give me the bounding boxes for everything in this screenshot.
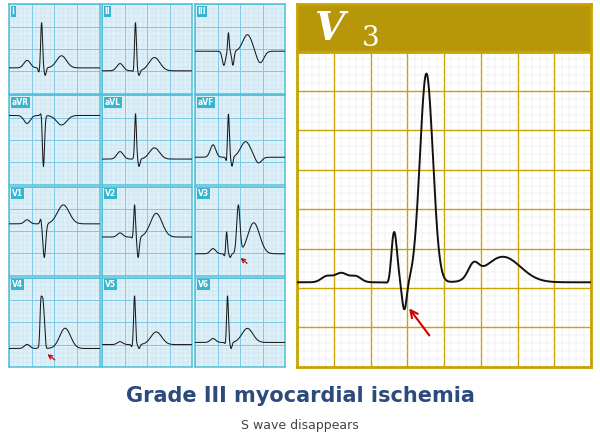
Text: Grade III myocardial ischemia: Grade III myocardial ischemia: [125, 385, 475, 406]
Text: II: II: [104, 7, 110, 16]
Text: V6: V6: [197, 280, 209, 289]
Text: V: V: [315, 10, 345, 48]
Text: 3: 3: [362, 25, 379, 52]
Text: aVF: aVF: [197, 98, 214, 107]
Text: I: I: [12, 7, 14, 16]
Text: III: III: [197, 7, 206, 16]
Text: V1: V1: [12, 189, 23, 198]
Text: V3: V3: [197, 189, 209, 198]
Text: V2: V2: [104, 189, 116, 198]
Text: aVL: aVL: [104, 98, 121, 107]
Text: aVR: aVR: [12, 98, 29, 107]
Text: S wave disappears: S wave disappears: [241, 419, 359, 432]
Text: V4: V4: [12, 280, 23, 289]
Text: V5: V5: [104, 280, 116, 289]
